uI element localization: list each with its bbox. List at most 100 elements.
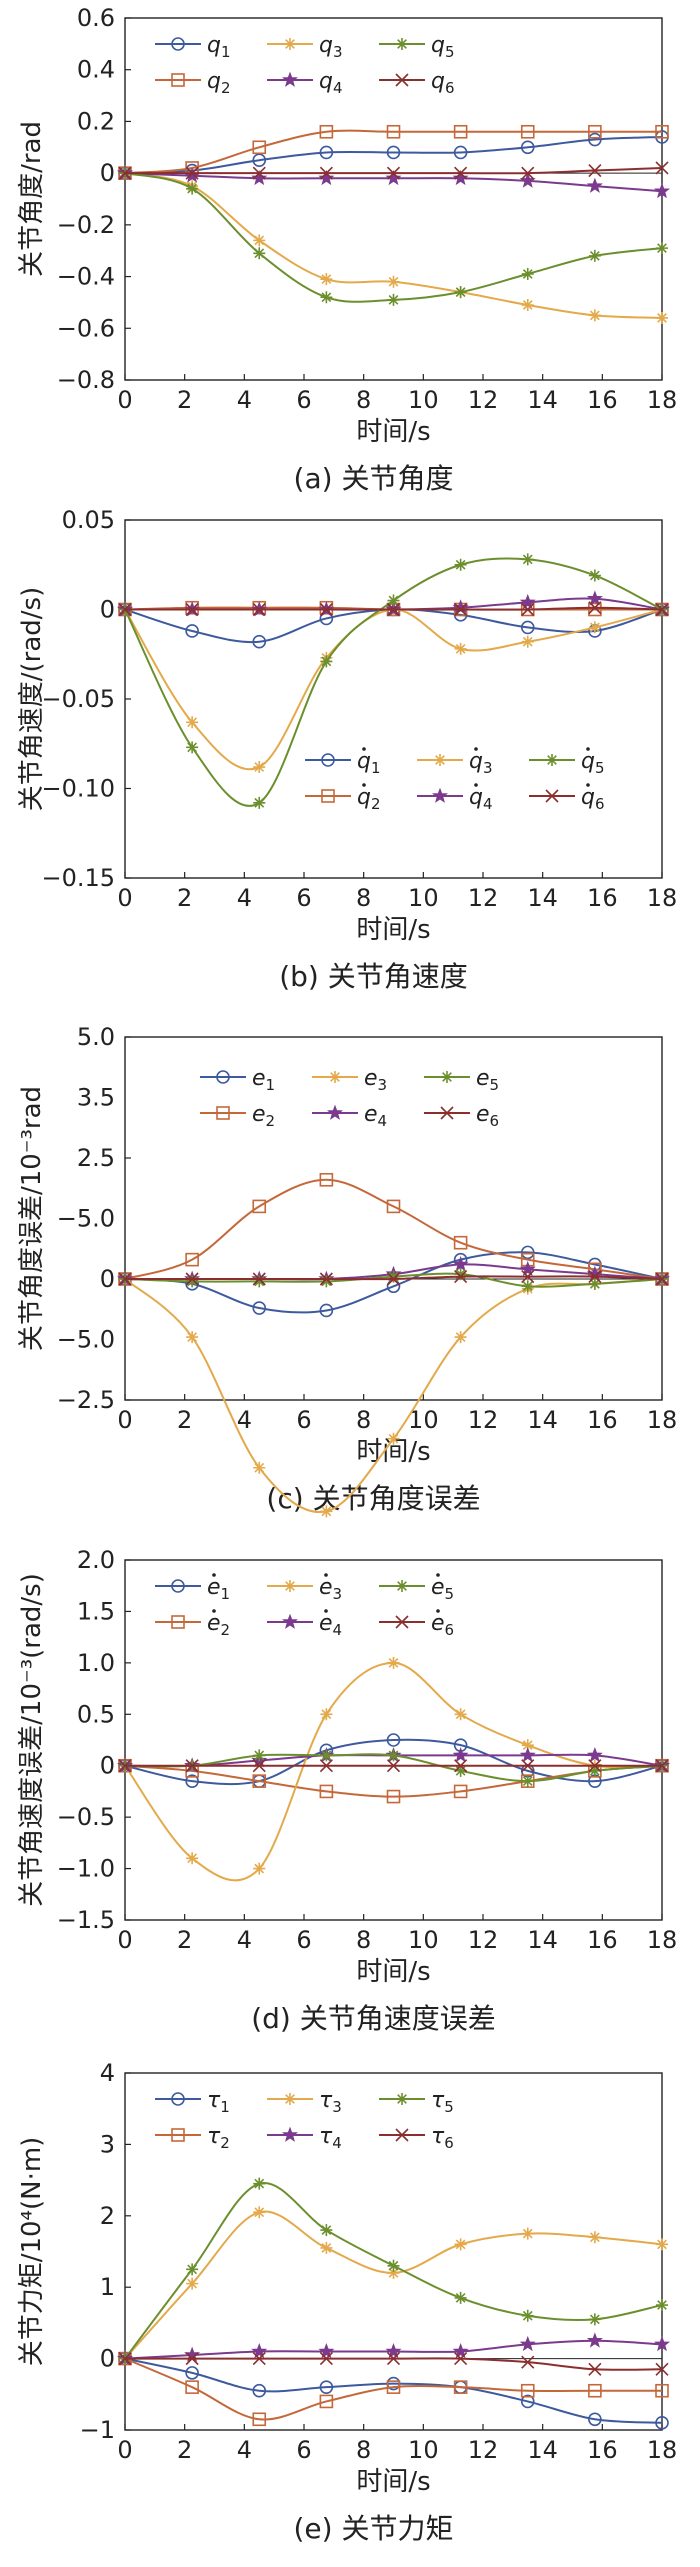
legend-marker (283, 73, 296, 86)
legend-label-τ5: τ5 (431, 2088, 454, 2116)
x-tick-label: 6 (296, 1926, 311, 1954)
legend-label-q3: q3 (319, 33, 343, 61)
data-point (588, 1748, 601, 1761)
x-tick-label: 14 (527, 1926, 558, 1954)
x-tick-label: 14 (527, 2436, 558, 2464)
x-tick-label: 18 (647, 2436, 678, 2464)
data-point (388, 276, 400, 288)
y-tick-label: 4 (100, 2059, 115, 2087)
data-point (522, 553, 534, 565)
x-tick-label: 8 (356, 2436, 371, 2464)
data-point (522, 299, 534, 311)
legend-label-e3: e3 (319, 1575, 342, 1603)
legend-label-e3: e3 (364, 1066, 387, 1094)
y-axis-label: 关节角速度/(rad/s) (17, 587, 47, 811)
data-point (589, 309, 601, 321)
legend-label-τ6: τ6 (431, 2124, 454, 2152)
legend-dot (324, 1609, 328, 1613)
x-tick-label: 4 (237, 2436, 252, 2464)
legend-marker (284, 38, 296, 50)
data-point (455, 559, 467, 571)
x-tick-label: 2 (177, 2436, 192, 2464)
y-tick-label: 3 (100, 2130, 115, 2158)
x-tick-label: 18 (647, 1926, 678, 1954)
data-point (253, 247, 265, 259)
data-point (320, 273, 332, 285)
plot-frame (125, 1037, 662, 1400)
data-point (521, 595, 534, 608)
y-tick-label: 1.5 (77, 1597, 115, 1625)
data-point (588, 179, 601, 192)
x-tick-label: 14 (527, 884, 558, 912)
y-tick-label: 0.05 (62, 506, 115, 534)
legend-marker (283, 1615, 296, 1628)
data-point (521, 174, 534, 187)
series-line-τ6 (125, 2358, 662, 2370)
legend-marker (328, 1106, 341, 1119)
x-tick-label: 14 (527, 386, 558, 414)
x-tick-label: 14 (527, 1406, 558, 1434)
y-tick-label: 0 (100, 596, 115, 624)
data-point (388, 1749, 400, 1761)
x-axis-label: 时间/s (356, 417, 430, 447)
y-tick-label: −1.0 (57, 1855, 115, 1883)
legend-label-τ4: τ4 (319, 2124, 342, 2152)
legend-label-q5: q5 (581, 749, 605, 777)
legend-label-e5: e5 (431, 1575, 454, 1603)
data-point (387, 2344, 400, 2357)
x-tick-label: 2 (177, 1926, 192, 1954)
data-point (388, 2260, 400, 2272)
legend-dot (362, 747, 366, 751)
y-axis-label: 关节角度/rad (17, 121, 47, 277)
legend-dot (436, 1573, 440, 1577)
y-tick-label: −0.8 (57, 366, 115, 394)
data-point (186, 183, 198, 195)
data-point (588, 2334, 601, 2347)
x-tick-label: 16 (587, 884, 618, 912)
x-tick-label: 4 (237, 884, 252, 912)
legend-marker (283, 2128, 296, 2141)
data-point (388, 1271, 400, 1283)
y-tick-label: −0.6 (57, 314, 115, 342)
data-point (186, 1331, 198, 1343)
x-tick-label: 18 (647, 1406, 678, 1434)
data-point (589, 1278, 601, 1290)
y-tick-label: −0.10 (41, 775, 115, 803)
x-tick-label: 2 (177, 1406, 192, 1434)
data-point (186, 741, 198, 753)
legend-dot (362, 783, 366, 787)
data-point (253, 761, 265, 773)
panel-caption: (c) 关节角度误差 (266, 1482, 480, 1515)
data-point (589, 569, 601, 581)
x-tick-label: 2 (177, 884, 192, 912)
y-tick-label-extra: 3.5 (77, 1084, 115, 1112)
data-point (253, 2178, 265, 2190)
data-point (521, 1262, 534, 1275)
data-point (656, 312, 668, 324)
legend-label-q2: q2 (357, 785, 381, 813)
data-point (522, 636, 534, 648)
legend-label-e1: e1 (252, 1066, 275, 1094)
x-tick-label: 6 (296, 2436, 311, 2464)
legend-label-τ3: τ3 (319, 2088, 342, 2116)
x-tick-label: 8 (356, 386, 371, 414)
data-point (388, 1657, 400, 1669)
data-point (589, 621, 601, 633)
y-tick-label: 1.0 (77, 1649, 115, 1677)
legend-dot (586, 747, 590, 751)
data-point (522, 1280, 534, 1292)
y-tick-label: 0 (100, 1752, 115, 1780)
x-tick-label: 8 (356, 884, 371, 912)
y-tick-label: 0.5 (77, 1700, 115, 1728)
data-point (455, 643, 467, 655)
x-tick-label: 16 (587, 386, 618, 414)
x-tick-label: 18 (647, 386, 678, 414)
data-point (656, 2299, 668, 2311)
legend-dot (212, 1573, 216, 1577)
data-point (522, 2310, 534, 2322)
data-point (522, 2228, 534, 2240)
legend-dot (586, 783, 590, 787)
x-tick-label: 18 (647, 884, 678, 912)
